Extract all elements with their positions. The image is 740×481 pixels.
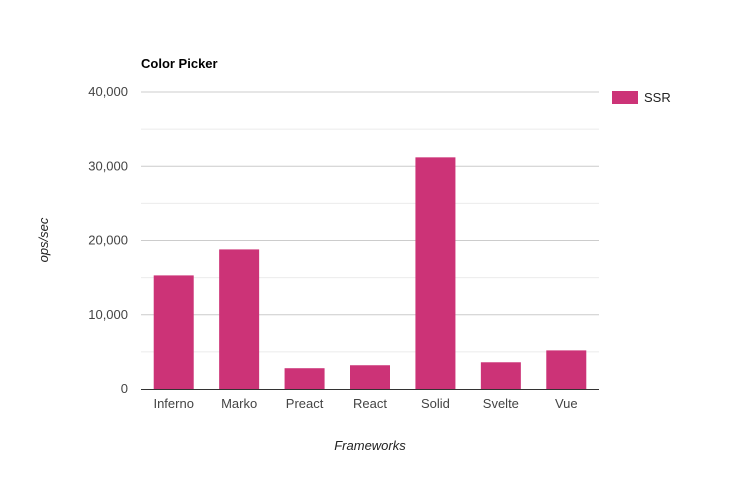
y-tick-label: 0	[121, 381, 128, 396]
y-tick-label: 30,000	[88, 158, 128, 173]
bar-react	[350, 365, 390, 389]
bar-preact	[284, 368, 325, 389]
bar-inferno	[153, 275, 194, 389]
x-tick-label: React	[353, 396, 387, 411]
x-tick-label: Svelte	[483, 396, 519, 411]
gridlines	[141, 91, 599, 353]
bar-svelte	[480, 362, 521, 389]
bar-vue	[546, 350, 587, 389]
bar-solid	[415, 157, 456, 389]
x-tick-label: Preact	[286, 396, 324, 411]
legend: SSR	[612, 90, 671, 105]
legend-label: SSR	[644, 90, 671, 105]
x-tick-label: Marko	[221, 396, 257, 411]
x-axis-title: Frameworks	[334, 438, 406, 453]
bars	[153, 157, 587, 389]
x-tick-label: Inferno	[153, 396, 193, 411]
bar-marko	[219, 249, 260, 389]
x-axis-ticks: Inferno Marko Preact React Solid Svelte Vue	[153, 396, 577, 411]
y-tick-label: 20,000	[88, 233, 128, 248]
legend-swatch	[612, 91, 638, 104]
y-axis-ticks: 0 10,000 20,000 30,000 40,000	[88, 84, 128, 396]
x-tick-label: Vue	[555, 396, 578, 411]
x-tick-label: Solid	[421, 396, 450, 411]
y-tick-label: 40,000	[88, 84, 128, 99]
y-tick-label: 10,000	[88, 307, 128, 322]
chart-title: Color Picker	[141, 56, 218, 71]
y-axis-title: ops/sec	[36, 217, 51, 262]
